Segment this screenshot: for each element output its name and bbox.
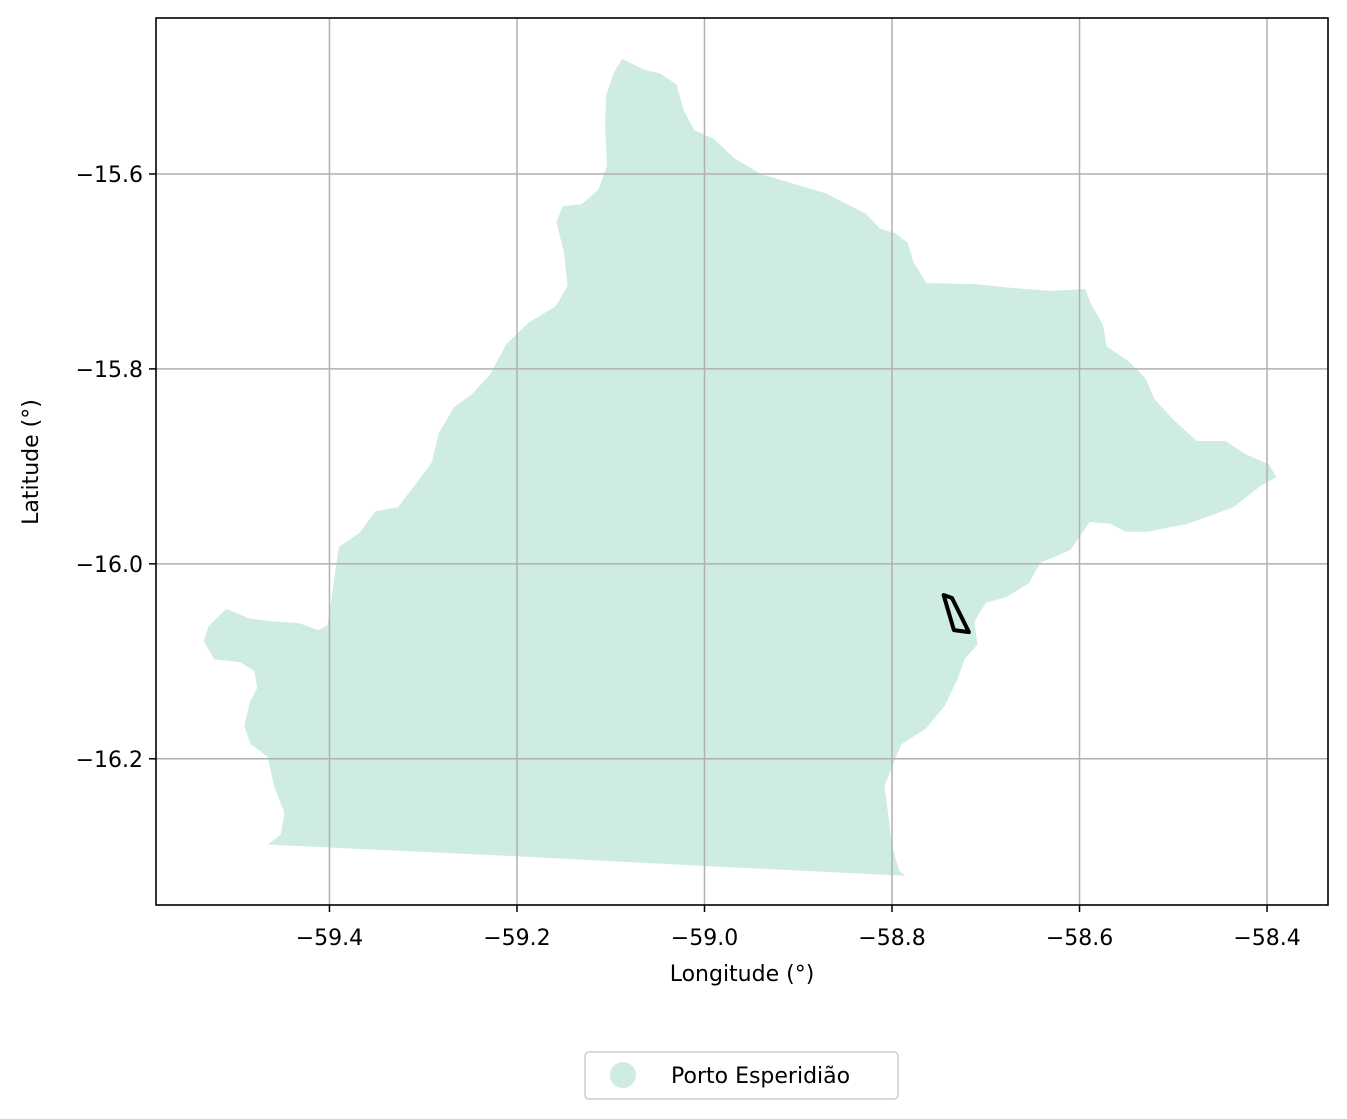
axes-frame	[155, 17, 1329, 906]
x-axis-ticks: −59.4 −59.2 −59.0 −58.8 −58.6 −58.4	[296, 905, 1301, 951]
x-tick-label-2: −59.0	[671, 926, 738, 951]
region-polygon-porto-esperidiao	[203, 58, 1277, 876]
x-tick-label-4: −58.6	[1046, 926, 1113, 951]
y-tick-label-0: −15.6	[76, 163, 143, 188]
x-tick-label-0: −59.4	[296, 926, 363, 951]
x-tick-label-5: −58.4	[1233, 926, 1300, 951]
legend: Porto Esperidião	[584, 1051, 899, 1100]
y-axis-ticks: −15.6 −15.8 −16.0 −16.2	[76, 163, 156, 773]
legend-label: Porto Esperidião	[671, 1064, 850, 1089]
y-tick-label-2: −16.0	[76, 553, 143, 578]
y-axis-label: Latitude (°)	[19, 399, 44, 525]
x-axis-label: Longitude (°)	[670, 962, 815, 987]
outlined-feature	[941, 593, 971, 635]
legend-frame	[584, 1051, 899, 1100]
legend-marker	[610, 1062, 636, 1088]
x-tick-label-1: −59.2	[483, 926, 550, 951]
region-layer	[203, 58, 1277, 876]
feature-layer	[941, 593, 971, 635]
x-tick-label-3: −58.8	[858, 926, 925, 951]
y-tick-label-1: −15.8	[76, 358, 143, 383]
grid-layer	[156, 18, 1328, 905]
y-tick-label-3: −16.2	[76, 748, 143, 773]
